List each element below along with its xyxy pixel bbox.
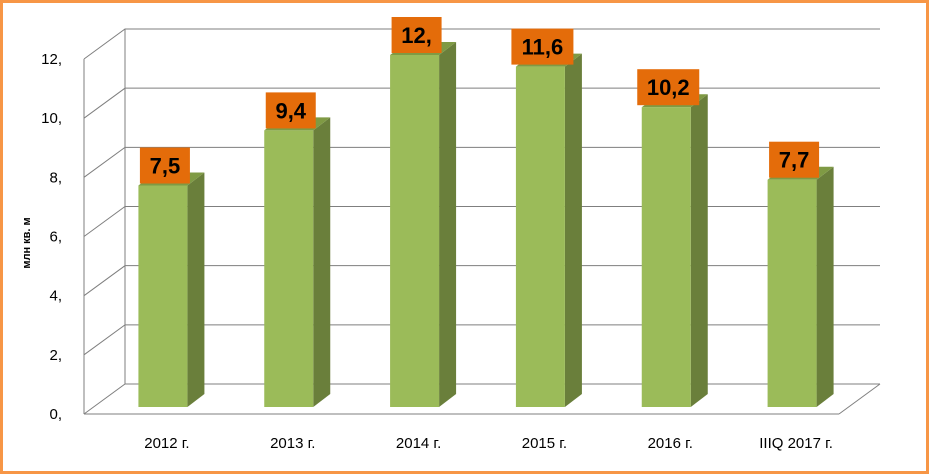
y-tick-label: 0, <box>49 406 62 423</box>
bar-side <box>187 172 205 407</box>
bar-side <box>690 94 708 407</box>
y-tick-labels: 0, 2, 4, 6, 8, 10, 12, <box>41 51 62 423</box>
bar <box>390 55 440 407</box>
x-tick-labels: 2012 г. 2013 г. 2014 г. 2015 г. 2016 г. IIIQ … <box>144 435 833 452</box>
bars <box>138 42 834 408</box>
data-label-box <box>265 92 316 129</box>
floor-edge <box>838 383 881 415</box>
y-tick-label: 2, <box>49 347 62 364</box>
bar-side <box>816 166 834 407</box>
y-tick-label: 12, <box>41 51 62 68</box>
bar <box>641 107 691 407</box>
data-label-box <box>769 141 820 178</box>
x-tick-label: 2014 г. <box>396 435 441 452</box>
bar-side <box>313 117 331 408</box>
x-tick-label: 2015 г. <box>522 435 567 452</box>
bar <box>264 130 314 407</box>
x-tick-label: 2012 г. <box>144 435 189 452</box>
x-tick-label: IIIQ 2017 г. <box>759 435 833 452</box>
y-tick-label: 8, <box>49 169 62 186</box>
bar <box>767 179 817 407</box>
gridline <box>83 28 880 60</box>
gridline <box>83 87 880 119</box>
bar <box>138 185 188 407</box>
y-tick-label: 10, <box>41 110 62 127</box>
data-label-box <box>391 17 442 53</box>
x-tick-label: 2013 г. <box>270 435 315 452</box>
y-axis-label: млн кв. м <box>21 217 33 268</box>
bar-side <box>564 53 582 407</box>
data-label-box <box>637 69 700 106</box>
data-label-box <box>511 28 574 65</box>
data-label: 10,2 <box>647 75 690 100</box>
data-label: 12, <box>401 23 432 48</box>
data-label: 9,4 <box>275 98 306 123</box>
x-tick-label: 2016 г. <box>648 435 693 452</box>
bar <box>515 66 565 407</box>
data-labels: 7,5 9,4 12, 11,6 10,2 7,7 <box>139 17 820 184</box>
y-tick-label: 4, <box>49 288 62 305</box>
bar-side <box>439 42 457 407</box>
data-label: 7,5 <box>150 154 181 179</box>
data-label-box <box>139 147 190 184</box>
data-label: 11,6 <box>522 35 564 60</box>
y-tick-label: 6, <box>49 229 62 246</box>
axes <box>83 29 881 415</box>
data-label: 7,7 <box>779 148 810 173</box>
